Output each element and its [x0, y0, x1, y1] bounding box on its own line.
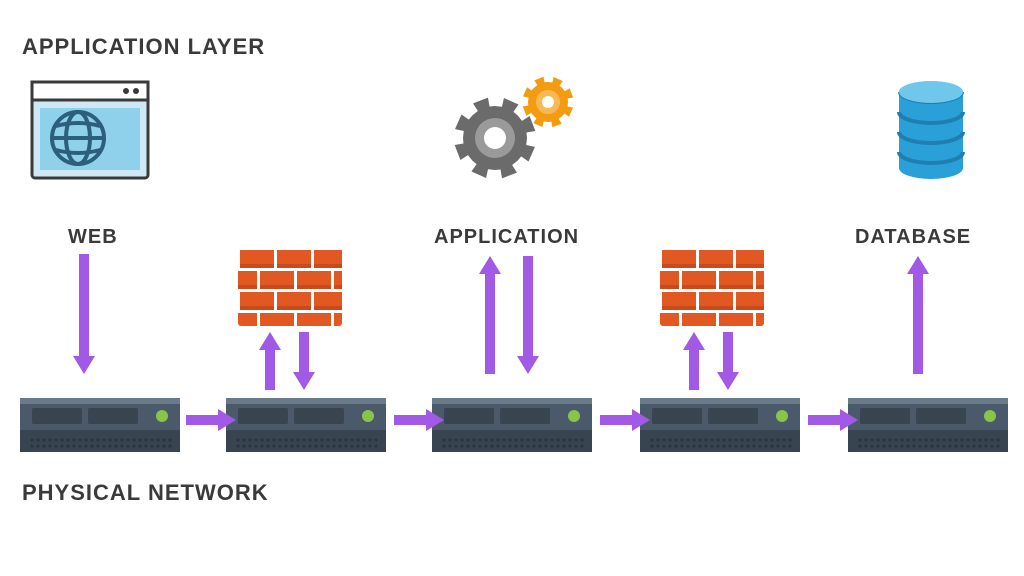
- label-database: DATABASE: [855, 226, 971, 249]
- firewall-icon: [660, 248, 764, 326]
- server-icon: [20, 398, 180, 452]
- arrow-vertical: [479, 256, 501, 374]
- label-application-layer: APPLICATION LAYER: [22, 34, 265, 60]
- arrow-vertical: [683, 332, 705, 390]
- arrow-horizontal: [394, 409, 444, 431]
- arrow-vertical: [293, 332, 315, 390]
- firewall-icon: [238, 248, 342, 326]
- server-icon: [226, 398, 386, 452]
- server-icon: [432, 398, 592, 452]
- gears-icon: [440, 68, 590, 188]
- arrow-horizontal: [600, 409, 650, 431]
- browser-icon: [30, 80, 150, 180]
- label-web: WEB: [68, 226, 118, 249]
- database-icon: [896, 80, 966, 180]
- arrow-vertical: [259, 332, 281, 390]
- arrow-horizontal: [808, 409, 858, 431]
- server-icon: [848, 398, 1008, 452]
- label-physical-network: PHYSICAL NETWORK: [22, 480, 269, 506]
- label-application: APPLICATION: [434, 226, 579, 249]
- arrow-vertical: [517, 256, 539, 374]
- arrow-vertical: [73, 254, 95, 374]
- arrow-vertical: [717, 332, 739, 390]
- arrow-vertical: [907, 256, 929, 374]
- server-icon: [640, 398, 800, 452]
- arrow-horizontal: [186, 409, 236, 431]
